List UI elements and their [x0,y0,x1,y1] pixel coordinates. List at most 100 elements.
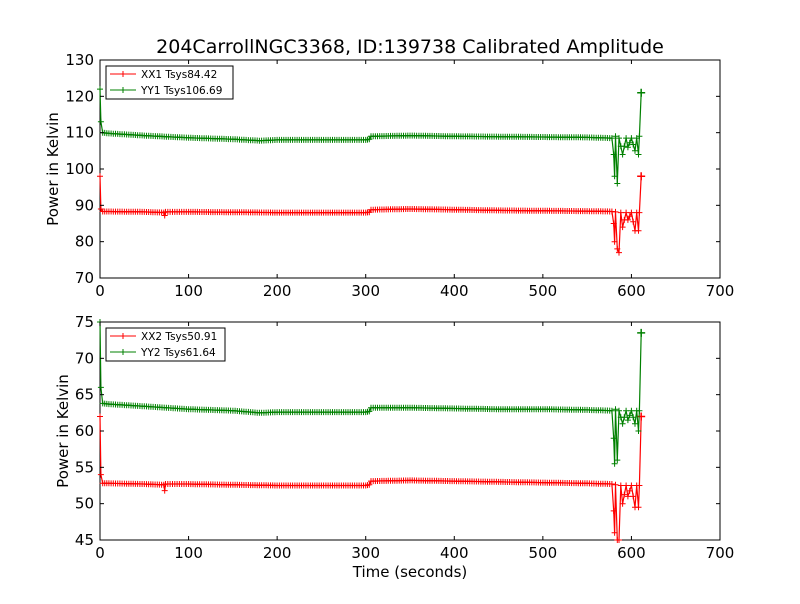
top-xtick-label: 300 [351,282,380,300]
bottom-series-0-marker [366,481,373,488]
chart-title: 204CarrollNGC3368, ID:139738 Calibrated … [156,36,664,58]
top-xtick-label: 500 [529,282,558,300]
bottom-series-1-marker [623,407,630,414]
bottom-series-1-marker [624,417,631,424]
top-series-1-marker [610,151,617,158]
bottom-series-1-marker [628,407,635,414]
top-series-1-marker [623,135,630,142]
top-legend-label-xx1: XX1 Tsys84.42 [141,69,217,81]
top-xtick-label: 200 [263,282,292,300]
top-series-1-marker [619,151,626,158]
top-xtick-label: 600 [617,282,646,300]
top-xtick-label: 700 [706,282,735,300]
top-xtick-label: 400 [440,282,469,300]
bottom-xtick-label: 200 [263,544,292,562]
bottom-xtick-label: 600 [617,544,646,562]
bottom-ytick-label: 55 [75,458,94,476]
top-plot-panel: 0 100 200 300 400 500 600 700 70 80 90 100 110 120 130… [44,51,734,300]
top-series-0-marker [628,209,635,216]
bottom-series-1-end-marker [637,328,646,337]
bottom-series-1-marker [630,414,637,421]
top-series-1-end-marker [637,88,646,97]
top-series-0-marker [616,249,622,256]
bottom-series-0-marker [97,471,104,478]
top-series-0-marker [617,209,624,216]
top-series-0-marker [612,208,619,215]
bottom-series-0-marker [635,504,642,511]
bottom-series-0-marker [612,481,619,488]
top-series-1-marker [626,139,633,146]
bottom-series-1-marker [616,407,622,414]
bottom-series-0-marker [623,482,630,489]
top-series-1-marker [97,118,104,125]
bottom-series-0-marker [617,482,624,489]
bottom-legend-marker-xx2 [120,333,126,339]
bottom-series-0-marker [621,491,628,498]
top-ytick-label: 80 [75,233,94,251]
bottom-series-0-marker [161,487,168,494]
top-legend-marker-xx1 [120,71,126,77]
bottom-series-0-marker [624,493,631,500]
bottom-series-1-marker [614,457,621,464]
top-series-0-marker [623,209,630,216]
top-series-0-marker [614,245,621,252]
bottom-series-0-marker [610,507,617,514]
top-series-1-marker [624,144,631,151]
bottom-xtick-label: 0 [95,544,105,562]
top-ytick-label: 110 [65,124,94,142]
bottom-xtick-label: 300 [351,544,380,562]
bottom-series-0-marker [619,500,626,507]
bottom-series-1-marker [636,407,643,414]
top-ytick-label: 100 [65,160,94,178]
bottom-series-0-marker [97,413,103,420]
bottom-xtick-label: 400 [440,544,469,562]
top-ytick-label: 120 [65,87,94,105]
bottom-xtick-label: 700 [706,544,735,562]
chart-xlabel: Time (seconds) [352,563,468,581]
bottom-ytick-label: 50 [75,495,94,513]
top-series-0-marker [97,173,103,180]
bottom-series-0-marker [611,529,618,536]
bottom-series-0-marker [636,482,643,489]
bottom-series-0-marker [630,493,637,500]
top-series-1-marker [635,151,642,158]
bottom-series-0-marker [626,487,633,494]
bottom-series-0-marker [608,481,615,487]
top-series-1-marker [97,86,103,93]
bottom-series-1-marker [635,428,642,434]
bottom-legend-marker-yy2 [120,349,126,355]
bottom-legend-label-yy2: YY2 Tsys61.64 [140,347,216,359]
top-series-0-marker [636,209,643,216]
bottom-xtick-label: 500 [529,544,558,562]
top-plot-series-group [97,86,646,256]
top-series-1-marker [612,133,619,140]
bottom-series-1-marker [621,414,628,421]
bottom-series-1-marker [612,406,619,413]
bottom-ytick-label: 65 [75,386,94,404]
top-series-0-marker [626,213,633,220]
top-plot-legend-box [105,65,234,100]
top-series-1-marker [628,135,635,142]
top-series-0-marker [610,220,617,227]
top-series-0-marker [161,212,168,219]
bottom-series-1-marker [626,412,633,419]
top-legend-marker-yy1 [120,87,126,93]
top-series-1-marker [611,173,618,180]
top-plot-ticks-group: 0 100 200 300 400 500 600 700 70 80 90 100 110 120 130 [65,51,734,300]
bottom-series-1-marker [611,460,618,467]
bottom-series-1-marker [97,384,104,391]
bottom-ytick-label: 45 [75,531,94,549]
top-xtick-label: 0 [95,282,105,300]
bottom-ytick-label: 60 [75,422,94,440]
top-series-1-marker [621,143,628,150]
bottom-series-1-marker [608,407,615,414]
bottom-plot-legend-box [105,327,226,362]
bottom-plot-ticks-group: 0 100 200 300 400 500 600 700 45 50 55 60 65 70 75 [75,313,734,562]
top-ytick-label: 130 [65,51,94,69]
bottom-plot-ylabel: Power in Kelvin [54,374,72,488]
top-series-1-marker [630,141,637,148]
bottom-series-1-marker [366,408,373,415]
top-plot-legend: XX1 Tsys84.42 YY1 Tsys106.69 [105,65,234,100]
top-series-0-marker [624,216,631,223]
